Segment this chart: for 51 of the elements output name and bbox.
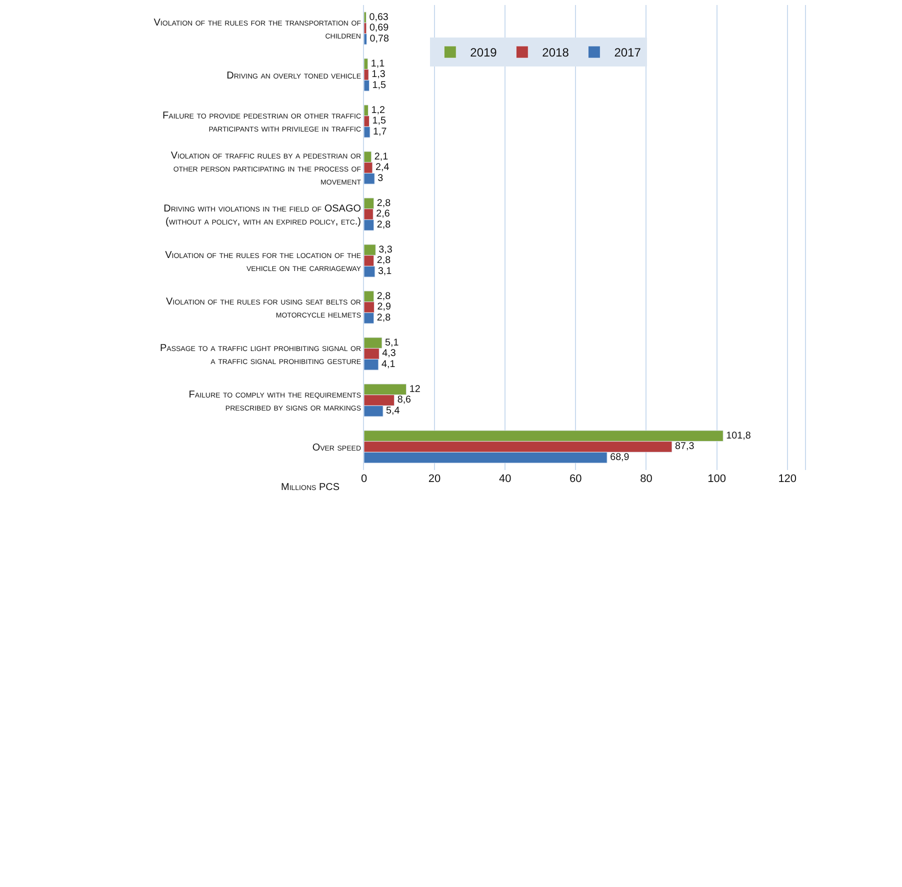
data-label: 2,9 (377, 302, 392, 313)
data-label: 8,6 (397, 394, 412, 406)
data-label: 1,2 (371, 104, 385, 116)
data-label: 2,6 (376, 208, 390, 220)
y-tick-label: Passage to a traffic light prohibiting signal or a traffic signal prohibiting gesture (160, 342, 362, 367)
y-tick-label: Violation of the rules for using seat belts or motorcycle helmets (166, 296, 362, 320)
data-label: 5,1 (384, 337, 399, 348)
x-tick-label: 40 (498, 473, 512, 485)
y-tick-label: Over speed (312, 442, 361, 454)
legend-label: 2017 (614, 46, 642, 60)
legend-label: 2018 (542, 46, 570, 60)
data-label: 0,78 (370, 34, 390, 45)
y-tick-label: Failure to provide pedestrian or other traffic participants with privilege in traffic (162, 110, 361, 134)
data-label: 68,9 (610, 452, 630, 464)
y-tick-label: Failure to comply with the requirements prescribed by signs or markings (188, 389, 362, 414)
data-label: 0,69 (369, 22, 390, 34)
x-tick-label: 20 (428, 473, 441, 485)
x-tick-label: 100 (708, 473, 726, 485)
y-tick-label: Driving an overly toned vehicle (226, 70, 362, 82)
y-tick-label: Violation of the rules for the location of the vehicle on the carriageway (165, 250, 362, 274)
data-label: 4,1 (381, 359, 396, 370)
data-label: 2,8 (376, 290, 392, 302)
data-label: 2,1 (374, 151, 388, 162)
data-label: 1,5 (372, 80, 387, 92)
data-label: 2,4 (375, 162, 390, 174)
data-label: 1,7 (373, 126, 387, 138)
data-label: 2,8 (376, 198, 392, 209)
data-label: 12 (409, 384, 420, 395)
data-label: 1,1 (370, 58, 385, 70)
data-label: 0,63 (369, 12, 389, 23)
x-axis-title: Millions PCS (281, 482, 340, 493)
x-tick-label: 80 (640, 473, 652, 485)
data-label: 2,8 (376, 255, 392, 266)
x-tick-label: 60 (570, 473, 582, 485)
data-label: 2,8 (376, 312, 392, 324)
y-tick-label: Violation of traffic rules by a pedestrian or other person participating in the process of movement (170, 150, 362, 188)
data-label: 2,8 (376, 220, 392, 231)
x-tick-label: 0 (360, 473, 368, 485)
x-tick-label: 120 (778, 473, 797, 485)
data-label: 87,3 (674, 441, 695, 452)
data-label: 4,3 (382, 348, 396, 360)
data-label: 3 (378, 173, 384, 184)
data-label: 1,3 (372, 69, 386, 80)
data-label: 101,8 (726, 430, 752, 442)
data-label: 1,5 (372, 116, 387, 127)
legend-label: 2019 (470, 46, 498, 60)
y-tick-label: Driving with violations in the field of OSAGO (without a policy, with an expired policy, etc.) (164, 203, 362, 228)
y-tick-label: Violation of the rules for the transportation of children (154, 17, 361, 42)
data-label: 3,1 (378, 266, 392, 278)
data-label: 5,4 (386, 406, 400, 417)
data-label: 3,3 (378, 244, 393, 256)
